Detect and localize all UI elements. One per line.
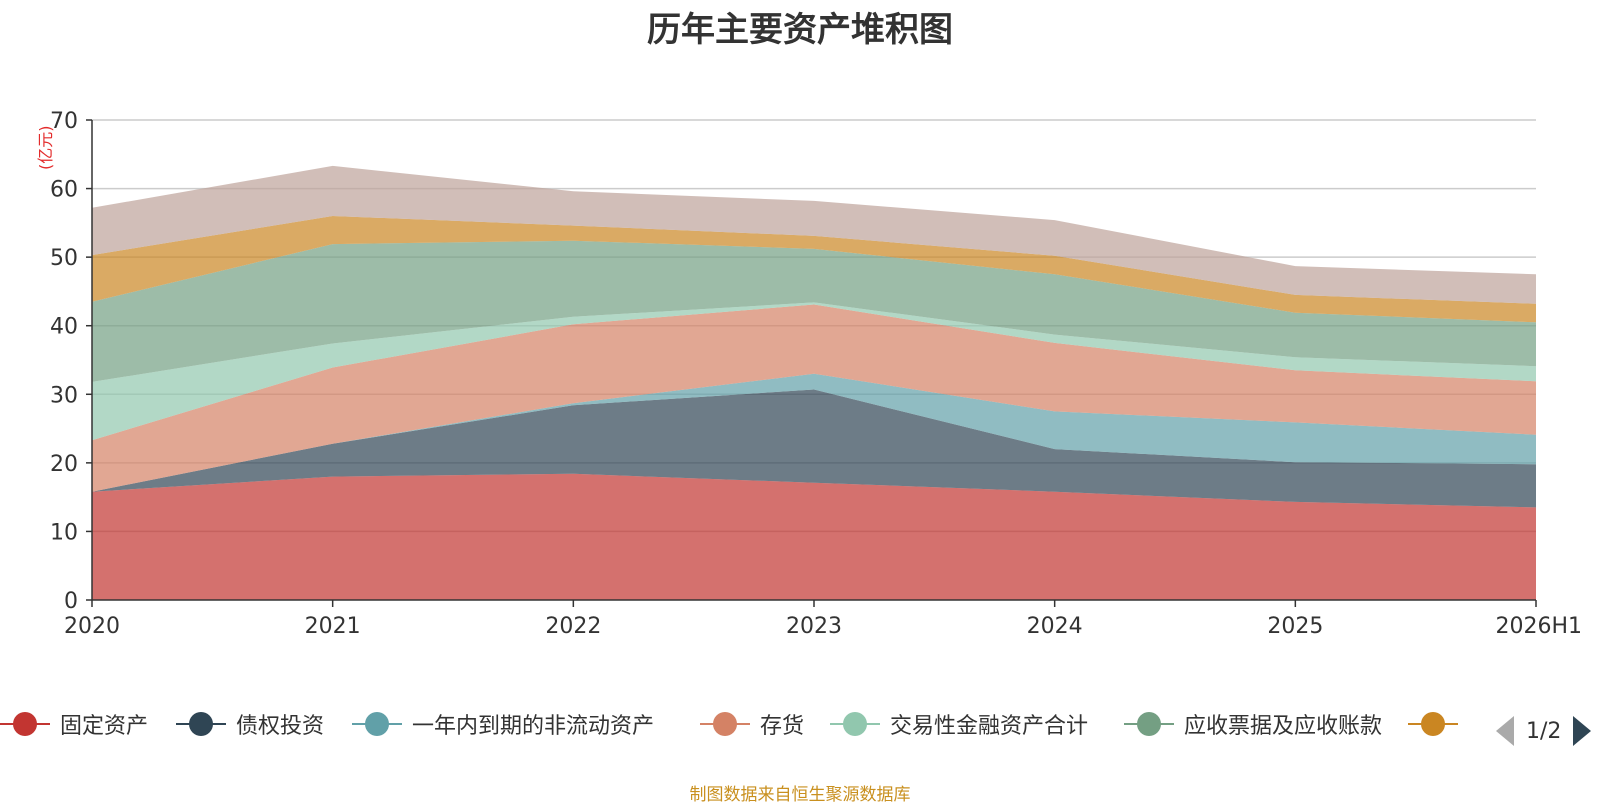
legend-item-4[interactable]: 存货: [700, 704, 804, 744]
legend-prev-page-icon[interactable]: [1496, 716, 1514, 746]
x-tick-label: 2021: [305, 614, 361, 639]
legend-label: 交易性金融资产合计: [890, 714, 1089, 739]
y-tick-label: 70: [50, 109, 78, 134]
chart-legend: 固定资产 债权投资 一年内到期的非流动资产 存货 交易性金融资产合计 应收票据及应收账款: [0, 704, 1600, 744]
legend-label: 存货: [760, 714, 805, 739]
legend-marker-icon: [0, 709, 50, 739]
legend-item-1[interactable]: 固定资产: [0, 704, 148, 744]
y-tick-label: 10: [50, 520, 78, 545]
legend-marker-icon: [1408, 709, 1458, 739]
area-series-5[interactable]: [92, 302, 1536, 441]
x-tick-label: 2026H1: [1495, 614, 1582, 639]
legend-marker-icon: [1124, 709, 1174, 739]
legend-page-indicator: 1/2: [1526, 718, 1562, 744]
legend-item-2[interactable]: 债权投资: [176, 704, 324, 744]
legend-marker-icon: [352, 709, 402, 739]
data-source-note: 制图数据来自恒生聚源数据库: [689, 785, 911, 805]
y-tick-label: 30: [50, 383, 78, 408]
x-tick-label: 2025: [1267, 614, 1323, 639]
axes: 0 10 20 30 40 50 60 70 2020 2021 2022 2023 2024 2025 2…: [50, 109, 1582, 639]
legend-item-3[interactable]: 一年内到期的非流动资产: [352, 704, 654, 744]
y-tick-label: 40: [50, 315, 78, 340]
area-series-3[interactable]: [92, 373, 1536, 492]
y-tick-label: 60: [50, 178, 78, 203]
area-series-7[interactable]: [92, 216, 1536, 323]
legend-label: 一年内到期的非流动资产: [412, 714, 655, 739]
area-series-8[interactable]: [92, 165, 1536, 304]
legend-label: 固定资产: [60, 714, 149, 739]
legend-item-5[interactable]: 交易性金融资产合计: [830, 704, 1088, 744]
legend-item-6[interactable]: 应收票据及应收账款: [1124, 704, 1382, 744]
area-series-2[interactable]: [92, 389, 1536, 508]
legend-marker-icon: [830, 709, 880, 739]
legend-label: 债权投资: [236, 714, 325, 739]
legend-label: 应收票据及应收账款: [1184, 714, 1383, 739]
legend-item-7[interactable]: [1408, 704, 1458, 744]
legend-marker-icon: [176, 709, 226, 739]
area-series-1[interactable]: [92, 473, 1536, 600]
y-tick-label: 0: [64, 589, 78, 614]
legend-next-page-icon[interactable]: [1573, 716, 1592, 746]
y-tick-label: 20: [50, 452, 78, 477]
x-tick-label: 2022: [545, 614, 601, 639]
x-tick-label: 2024: [1027, 614, 1083, 639]
area-series-6[interactable]: [92, 240, 1536, 382]
legend-pager: 1/2: [1496, 716, 1592, 746]
area-series-4[interactable]: [92, 304, 1536, 492]
x-tick-label: 2020: [64, 614, 120, 639]
area-series-group: [92, 165, 1536, 600]
stacked-area-chart: 0 10 20 30 40 50 60 70 2020 2021 2022 2023 2024 2025 2…: [50, 109, 1582, 639]
y-tick-label: 50: [50, 246, 78, 271]
legend-marker-icon: [700, 709, 750, 739]
chart-title: 历年主要资产堆积图: [647, 10, 953, 50]
x-tick-label: 2023: [786, 614, 842, 639]
